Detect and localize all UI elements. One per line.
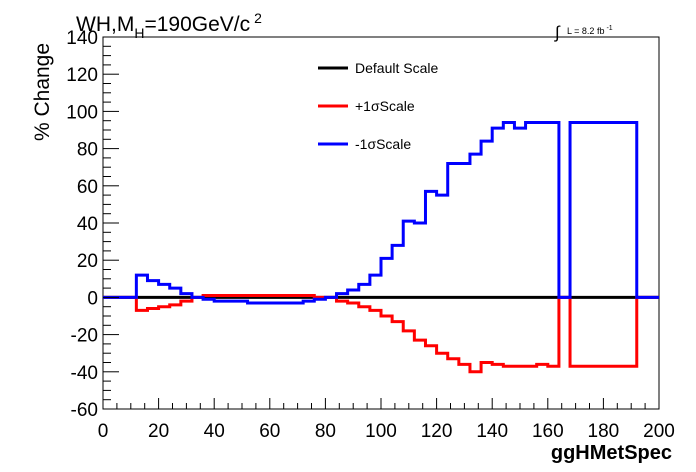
x-tick-label: 120 <box>421 421 453 442</box>
x-tick-label: 140 <box>476 421 508 442</box>
x-tick-label: 60 <box>259 421 280 442</box>
y-tick-label: -20 <box>71 326 98 347</box>
legend-label-3: -1σScale <box>355 136 411 152</box>
title-rest: =190GeV/c <box>144 13 250 36</box>
y-tick-label: 60 <box>77 177 98 198</box>
lumi-label: L = 8.2 fb -1 <box>567 25 613 36</box>
y-axis-label: % Change <box>31 43 54 141</box>
x-tick-label: 40 <box>204 421 225 442</box>
title-subscript: H <box>134 25 144 41</box>
x-tick-label: 200 <box>643 421 675 442</box>
y-tick-label: 80 <box>77 140 98 161</box>
plot-frame <box>102 36 660 410</box>
series-line-3 <box>103 121 659 305</box>
y-tick-label: -60 <box>71 400 98 421</box>
x-tick-label: 20 <box>148 421 169 442</box>
title-main: WH,M <box>76 13 134 36</box>
series-line-2 <box>103 294 659 374</box>
y-tick-label: -40 <box>71 363 98 384</box>
y-tick-label: 20 <box>77 251 98 272</box>
lumi-superscript: -1 <box>606 25 612 32</box>
data-layer <box>103 121 659 374</box>
x-tick-label: 100 <box>365 421 397 442</box>
x-tick-label: 180 <box>588 421 620 442</box>
y-tick-label: 40 <box>77 214 98 235</box>
y-tick-label: 0 <box>87 288 98 309</box>
legend-label-2: +1σScale <box>355 98 415 114</box>
x-tick-label: 160 <box>532 421 564 442</box>
x-axis-label: ggHMetSpec <box>551 442 672 464</box>
axes: 0 20 40 60 80 100 120 140 160 180 200 -60 -40 -20 0 20 4… <box>66 28 675 442</box>
chart-title: WH,MH=190GeV/c 2 <box>76 10 262 41</box>
lumi-text: L = 8.2 fb <box>567 26 604 36</box>
plot-border <box>102 36 660 410</box>
y-tick-label: 140 <box>66 28 98 49</box>
x-tick-label: 80 <box>315 421 336 442</box>
y-tick-label: 100 <box>66 102 98 123</box>
legend: Default Scale +1σScale -1σScale <box>318 60 438 152</box>
title-superscript: 2 <box>254 10 262 26</box>
x-tick-label: 0 <box>98 421 109 442</box>
legend-label-1: Default Scale <box>355 60 438 76</box>
y-tick-label: 120 <box>66 65 98 86</box>
lumi-integral: ∫ <box>554 23 561 42</box>
